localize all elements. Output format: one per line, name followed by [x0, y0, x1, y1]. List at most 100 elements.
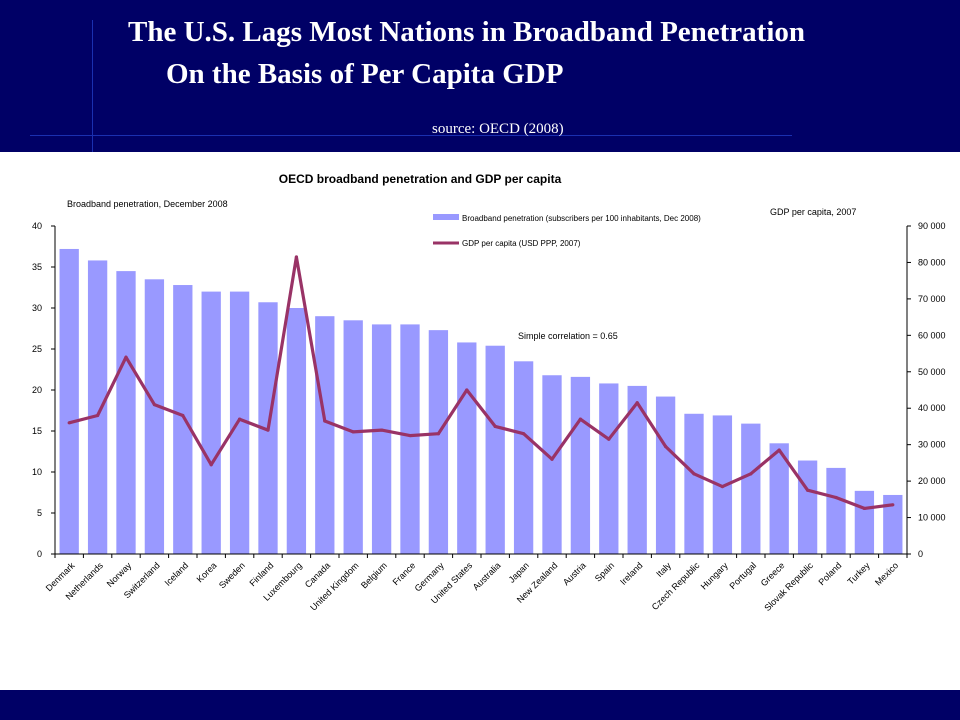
bar-luxembourg: [286, 308, 307, 554]
right-tick-label: 80 000: [918, 257, 946, 267]
gdp-line: [68, 255, 894, 510]
bar-germany: [428, 330, 449, 554]
bar-france: [400, 324, 420, 554]
x-tick-label: Finland: [247, 560, 275, 588]
gdp-point-austria: [578, 417, 583, 421]
slide-title-line-2: On the Basis of Per Capita GDP: [166, 58, 564, 90]
x-tick-label: Italy: [654, 560, 673, 579]
x-tick-label: Australia: [471, 560, 503, 592]
right-tick-label: 10 000: [918, 513, 946, 523]
gdp-point-denmark: [67, 421, 71, 425]
gdp-point-spain: [607, 437, 611, 441]
gdp-point-belgium: [380, 428, 384, 432]
bar-norway: [116, 271, 136, 554]
gdp-point-slovak-republic: [806, 488, 810, 492]
gdp-point-united-states: [465, 388, 469, 392]
gdp-point-portugal: [749, 472, 753, 476]
gdp-point-iceland: [181, 413, 185, 418]
left-tick-label: 40: [32, 221, 42, 231]
gdp-point-france: [408, 433, 412, 438]
bar-series: [59, 248, 903, 554]
x-tick-label: Austria: [561, 560, 588, 587]
gdp-point-switzerland: [152, 402, 156, 407]
bar-australia: [485, 345, 505, 554]
slide-header: [0, 0, 960, 152]
bar-portugal: [741, 423, 761, 554]
bar-greece: [769, 443, 789, 554]
left-tick-label: 10: [32, 467, 42, 477]
x-tick-label: Korea: [195, 560, 219, 584]
bar-united-states: [457, 342, 477, 554]
gdp-point-ireland: [635, 401, 639, 405]
left-tick-label: 25: [32, 344, 42, 354]
right-axis-label: GDP per capita, 2007: [770, 207, 856, 217]
x-tick-label: Iceland: [163, 560, 191, 588]
bar-belgium: [371, 324, 392, 554]
gdp-point-italy: [664, 444, 668, 449]
left-tick-label: 15: [32, 426, 42, 436]
bar-sweden: [229, 291, 250, 554]
left-tick-label: 30: [32, 303, 42, 313]
left-tick-label: 20: [32, 385, 42, 395]
x-tick-label: Portugal: [727, 560, 758, 591]
bar-slovak-republic: [797, 460, 818, 554]
left-axis-label: Broadband penetration, December 2008: [67, 199, 228, 209]
bar-spain: [599, 383, 619, 554]
slide-footer: [0, 690, 960, 720]
gdp-point-japan: [522, 432, 526, 436]
x-tick-label: Slovak Republic: [762, 560, 815, 613]
chart-title: OECD broadband penetration and GDP per c…: [279, 172, 562, 186]
bar-united-kingdom: [343, 320, 363, 554]
line-series: [67, 255, 895, 511]
right-tick-label: 60 000: [918, 330, 946, 340]
chart-axes: 0 5 10 15 20 25 30 35 40 0 10 000 20 000 30 000 40 00…: [32, 221, 946, 559]
bar-austria: [570, 376, 591, 554]
bar-ireland: [627, 385, 647, 554]
bar-italy: [655, 396, 676, 554]
right-tick-label: 30 000: [918, 440, 946, 450]
right-tick-label: 50 000: [918, 367, 946, 377]
gdp-point-canada: [323, 419, 327, 423]
header-divider-horizontal: [30, 135, 792, 136]
bar-mexico: [883, 494, 903, 554]
bar-iceland: [173, 285, 193, 554]
gdp-point-new-zealand: [550, 457, 554, 461]
gdp-point-korea: [209, 463, 213, 467]
gdp-point-turkey: [862, 506, 867, 511]
gdp-point-hungary: [720, 484, 725, 489]
bar-hungary: [712, 415, 733, 554]
bar-denmark: [59, 248, 79, 554]
right-tick-label: 90 000: [918, 221, 946, 231]
gdp-point-poland: [834, 495, 838, 500]
header-divider-vertical: [92, 20, 93, 152]
bar-canada: [315, 316, 335, 554]
bar-new-zealand: [542, 375, 562, 554]
legend: Broadband penetration (subscribers per 1…: [433, 214, 701, 248]
x-tick-label: Japan: [507, 560, 531, 584]
right-tick-label: 40 000: [918, 403, 946, 413]
x-tick-label: Poland: [817, 560, 844, 587]
correlation-annotation: Simple correlation = 0.65: [518, 331, 618, 341]
x-tick-label: Greece: [759, 560, 787, 588]
gdp-point-germany: [436, 432, 440, 436]
bar-czech-republic: [684, 413, 704, 554]
bar-poland: [826, 467, 846, 554]
x-tick-label: Belgium: [359, 560, 389, 590]
bar-netherlands: [87, 260, 108, 554]
gdp-point-czech-republic: [692, 472, 696, 476]
legend-line-label: GDP per capita (USD PPP, 2007): [462, 239, 581, 248]
gdp-point-united-kingdom: [351, 430, 355, 434]
legend-bar-label: Broadband penetration (subscribers per 1…: [462, 214, 701, 223]
bar-japan: [513, 361, 534, 554]
x-tick-label: Spain: [593, 560, 616, 583]
right-tick-label: 70 000: [918, 294, 946, 304]
gdp-point-netherlands: [96, 413, 100, 418]
right-tick-label: 20 000: [918, 476, 946, 486]
bar-korea: [201, 291, 221, 554]
gdp-point-mexico: [891, 503, 895, 507]
gdp-point-norway: [124, 355, 128, 359]
gdp-point-luxembourg: [294, 255, 298, 259]
x-tick-label: France: [391, 560, 418, 587]
gdp-point-greece: [777, 448, 781, 452]
